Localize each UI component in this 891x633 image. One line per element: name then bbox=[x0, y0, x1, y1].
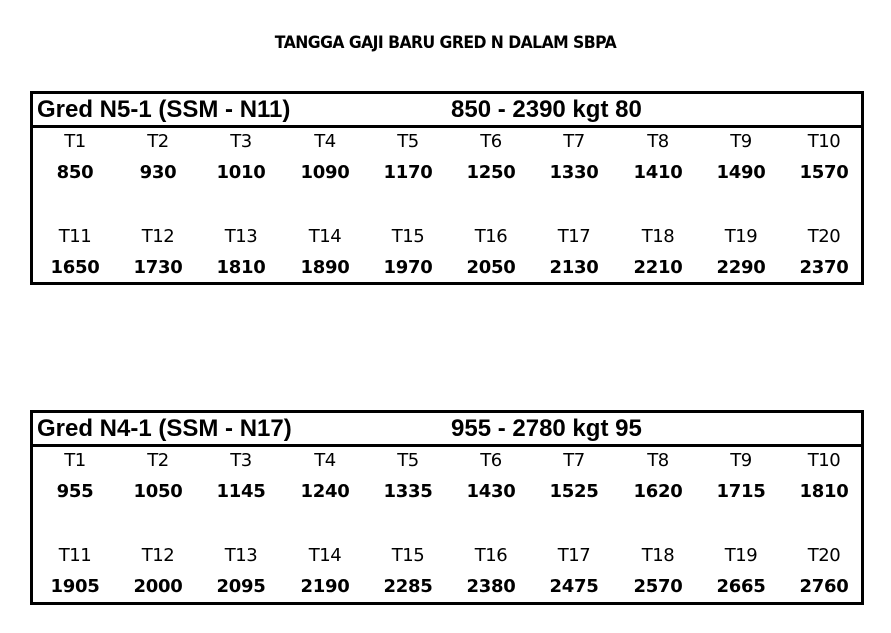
step-salary: 1430 bbox=[466, 481, 516, 502]
step-label: T19 bbox=[724, 545, 758, 566]
step-label: T2 bbox=[147, 450, 169, 471]
step-label: T7 bbox=[563, 131, 585, 152]
step-label: T11 bbox=[58, 226, 92, 247]
step-salary: 1490 bbox=[716, 162, 766, 183]
step-salary: 1890 bbox=[300, 257, 350, 278]
step-label: T6 bbox=[480, 131, 502, 152]
step-salary: 1810 bbox=[216, 257, 266, 278]
step-salary: 955 bbox=[56, 481, 94, 502]
step-salary: 1570 bbox=[799, 162, 849, 183]
step-label: T5 bbox=[397, 450, 419, 471]
step-label: T4 bbox=[314, 131, 336, 152]
step-label: T6 bbox=[480, 450, 502, 471]
step-label: T12 bbox=[141, 226, 175, 247]
step-salary: 2665 bbox=[716, 576, 766, 597]
step-label: T8 bbox=[647, 131, 669, 152]
step-label: T14 bbox=[308, 545, 342, 566]
step-salary: 1170 bbox=[383, 162, 433, 183]
grade-table-n5-1: Gred N5-1 (SSM - N11) 850 - 2390 kgt 80 … bbox=[30, 91, 864, 285]
steps-row-2: T11 T12 T13 T14 T15 T16 T17 T18 T19 T20 … bbox=[33, 226, 861, 286]
step-label: T16 bbox=[474, 226, 508, 247]
grade-header: Gred N5-1 (SSM - N11) 850 - 2390 kgt 80 bbox=[33, 94, 861, 128]
step-salary: 2210 bbox=[633, 257, 683, 278]
grade-salary-range: 850 - 2390 kgt 80 bbox=[451, 96, 642, 123]
step-salary: 1650 bbox=[50, 257, 100, 278]
step-salary: 1250 bbox=[466, 162, 516, 183]
grade-header: Gred N4-1 (SSM - N17) 955 - 2780 kgt 95 bbox=[33, 413, 861, 447]
step-salary: 1145 bbox=[216, 481, 266, 502]
step-label: T12 bbox=[141, 545, 175, 566]
grade-name: Gred N5-1 (SSM - N11) bbox=[37, 96, 291, 123]
steps-row-1: T1 T2 T3 T4 T5 T6 T7 T8 T9 T10 955 1050 … bbox=[33, 450, 861, 510]
step-salary: 2475 bbox=[549, 576, 599, 597]
step-salary: 2190 bbox=[300, 576, 350, 597]
step-label: T4 bbox=[314, 450, 336, 471]
step-label: T20 bbox=[807, 226, 841, 247]
step-salary: 1410 bbox=[633, 162, 683, 183]
step-salary: 2130 bbox=[549, 257, 599, 278]
step-label: T15 bbox=[391, 226, 425, 247]
step-salary: 1620 bbox=[633, 481, 683, 502]
step-salary: 1010 bbox=[216, 162, 266, 183]
step-salary: 1240 bbox=[300, 481, 350, 502]
step-salary: 1810 bbox=[799, 481, 849, 502]
step-salary: 1715 bbox=[716, 481, 766, 502]
step-salary: 850 bbox=[56, 162, 94, 183]
step-salary: 2050 bbox=[466, 257, 516, 278]
grade-table-n4-1: Gred N4-1 (SSM - N17) 955 - 2780 kgt 95 … bbox=[30, 410, 864, 605]
step-label: T10 bbox=[807, 131, 841, 152]
step-label: T10 bbox=[807, 450, 841, 471]
step-label: T9 bbox=[730, 450, 752, 471]
step-label: T19 bbox=[724, 226, 758, 247]
step-salary: 2570 bbox=[633, 576, 683, 597]
step-label: T1 bbox=[64, 450, 86, 471]
step-label: T7 bbox=[563, 450, 585, 471]
grade-name: Gred N4-1 (SSM - N17) bbox=[37, 415, 292, 442]
step-label: T2 bbox=[147, 131, 169, 152]
step-label: T18 bbox=[641, 226, 675, 247]
step-label: T14 bbox=[308, 226, 342, 247]
step-label: T1 bbox=[64, 131, 86, 152]
step-label: T17 bbox=[557, 545, 591, 566]
step-label: T17 bbox=[557, 226, 591, 247]
step-salary: 2095 bbox=[216, 576, 266, 597]
step-label: T9 bbox=[730, 131, 752, 152]
step-label: T11 bbox=[58, 545, 92, 566]
step-salary: 2000 bbox=[133, 576, 183, 597]
step-salary: 1090 bbox=[300, 162, 350, 183]
step-label: T3 bbox=[230, 131, 252, 152]
step-label: T5 bbox=[397, 131, 419, 152]
grade-salary-range: 955 - 2780 kgt 95 bbox=[451, 415, 642, 442]
steps-row-1: T1 T2 T3 T4 T5 T6 T7 T8 T9 T10 850 930 1… bbox=[33, 131, 861, 191]
step-salary: 2380 bbox=[466, 576, 516, 597]
step-salary: 1970 bbox=[383, 257, 433, 278]
step-label: T18 bbox=[641, 545, 675, 566]
step-label: T16 bbox=[474, 545, 508, 566]
step-label: T20 bbox=[807, 545, 841, 566]
step-label: T15 bbox=[391, 545, 425, 566]
step-salary: 1525 bbox=[549, 481, 599, 502]
step-label: T13 bbox=[224, 545, 258, 566]
step-salary: 1335 bbox=[383, 481, 433, 502]
step-salary: 1330 bbox=[549, 162, 599, 183]
step-salary: 2370 bbox=[799, 257, 849, 278]
step-label: T8 bbox=[647, 450, 669, 471]
step-salary: 2760 bbox=[799, 576, 849, 597]
document-title: TANGGA GAJI BARU GRED N DALAM SBPA bbox=[274, 33, 617, 53]
step-salary: 2285 bbox=[383, 576, 433, 597]
steps-row-2: T11 T12 T13 T14 T15 T16 T17 T18 T19 T20 … bbox=[33, 545, 861, 605]
step-salary: 1905 bbox=[50, 576, 100, 597]
step-salary: 2290 bbox=[716, 257, 766, 278]
step-salary: 930 bbox=[139, 162, 177, 183]
step-label: T3 bbox=[230, 450, 252, 471]
step-salary: 1050 bbox=[133, 481, 183, 502]
step-salary: 1730 bbox=[133, 257, 183, 278]
step-label: T13 bbox=[224, 226, 258, 247]
